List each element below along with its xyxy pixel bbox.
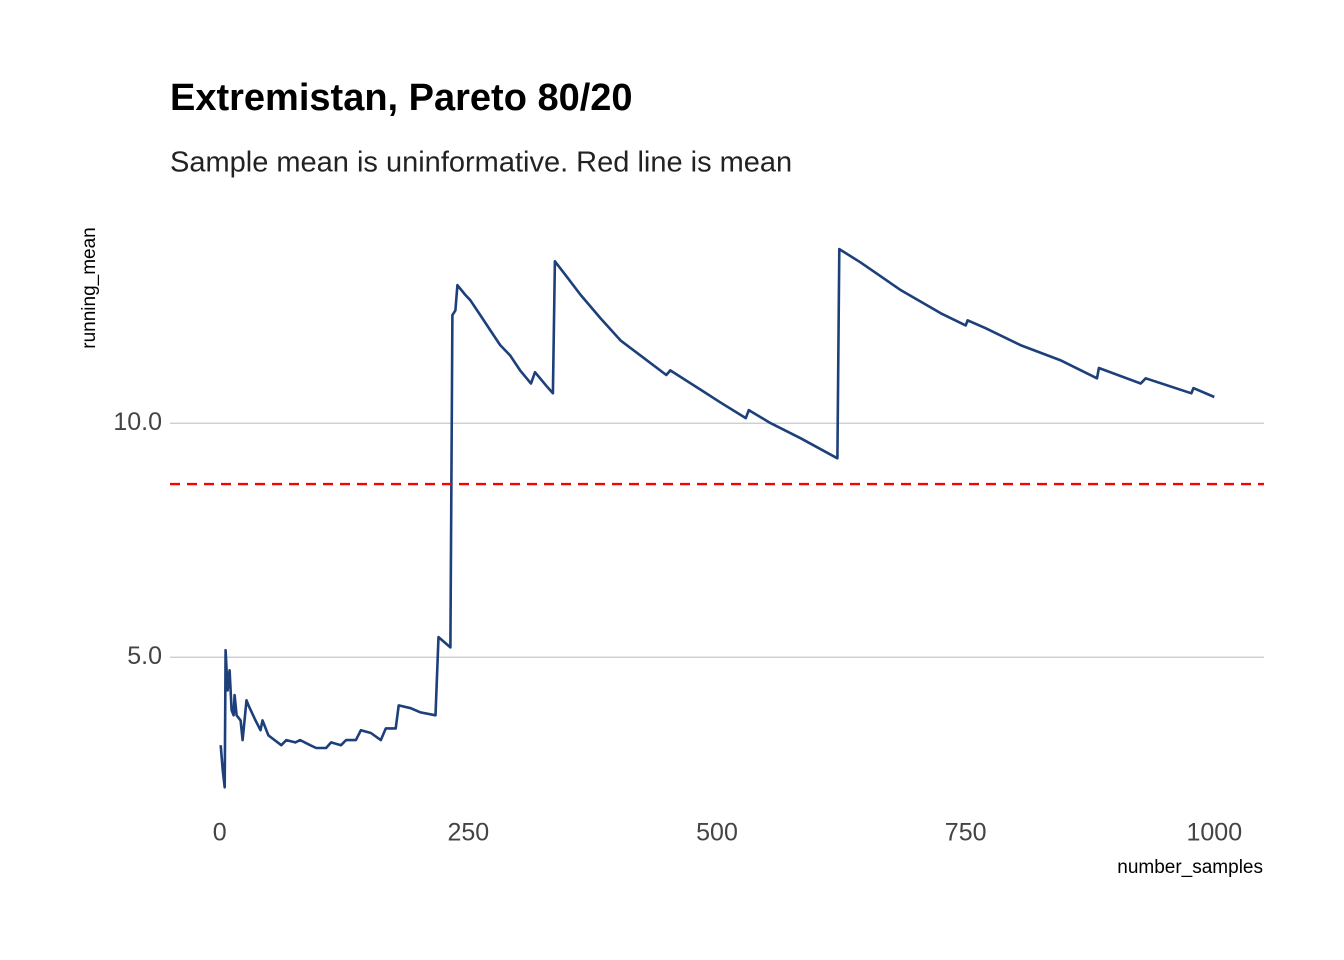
y-axis-label: running_mean — [79, 227, 100, 348]
data-line — [219, 247, 1215, 789]
x-tick-label: 750 — [945, 819, 987, 847]
x-tick-label: 500 — [696, 819, 738, 847]
chart-subtitle: Sample mean is uninformative. Red line i… — [170, 147, 792, 179]
y-tick-label: 5.0 — [127, 642, 162, 670]
x-tick-label: 250 — [447, 819, 489, 847]
x-tick-label: 1000 — [1187, 819, 1243, 847]
chart-title: Extremistan, Pareto 80/20 — [170, 77, 633, 119]
x-axis-label: number_samples — [1117, 857, 1263, 878]
y-tick-label: 10.0 — [113, 408, 162, 436]
x-tick-label: 0 — [213, 819, 227, 847]
